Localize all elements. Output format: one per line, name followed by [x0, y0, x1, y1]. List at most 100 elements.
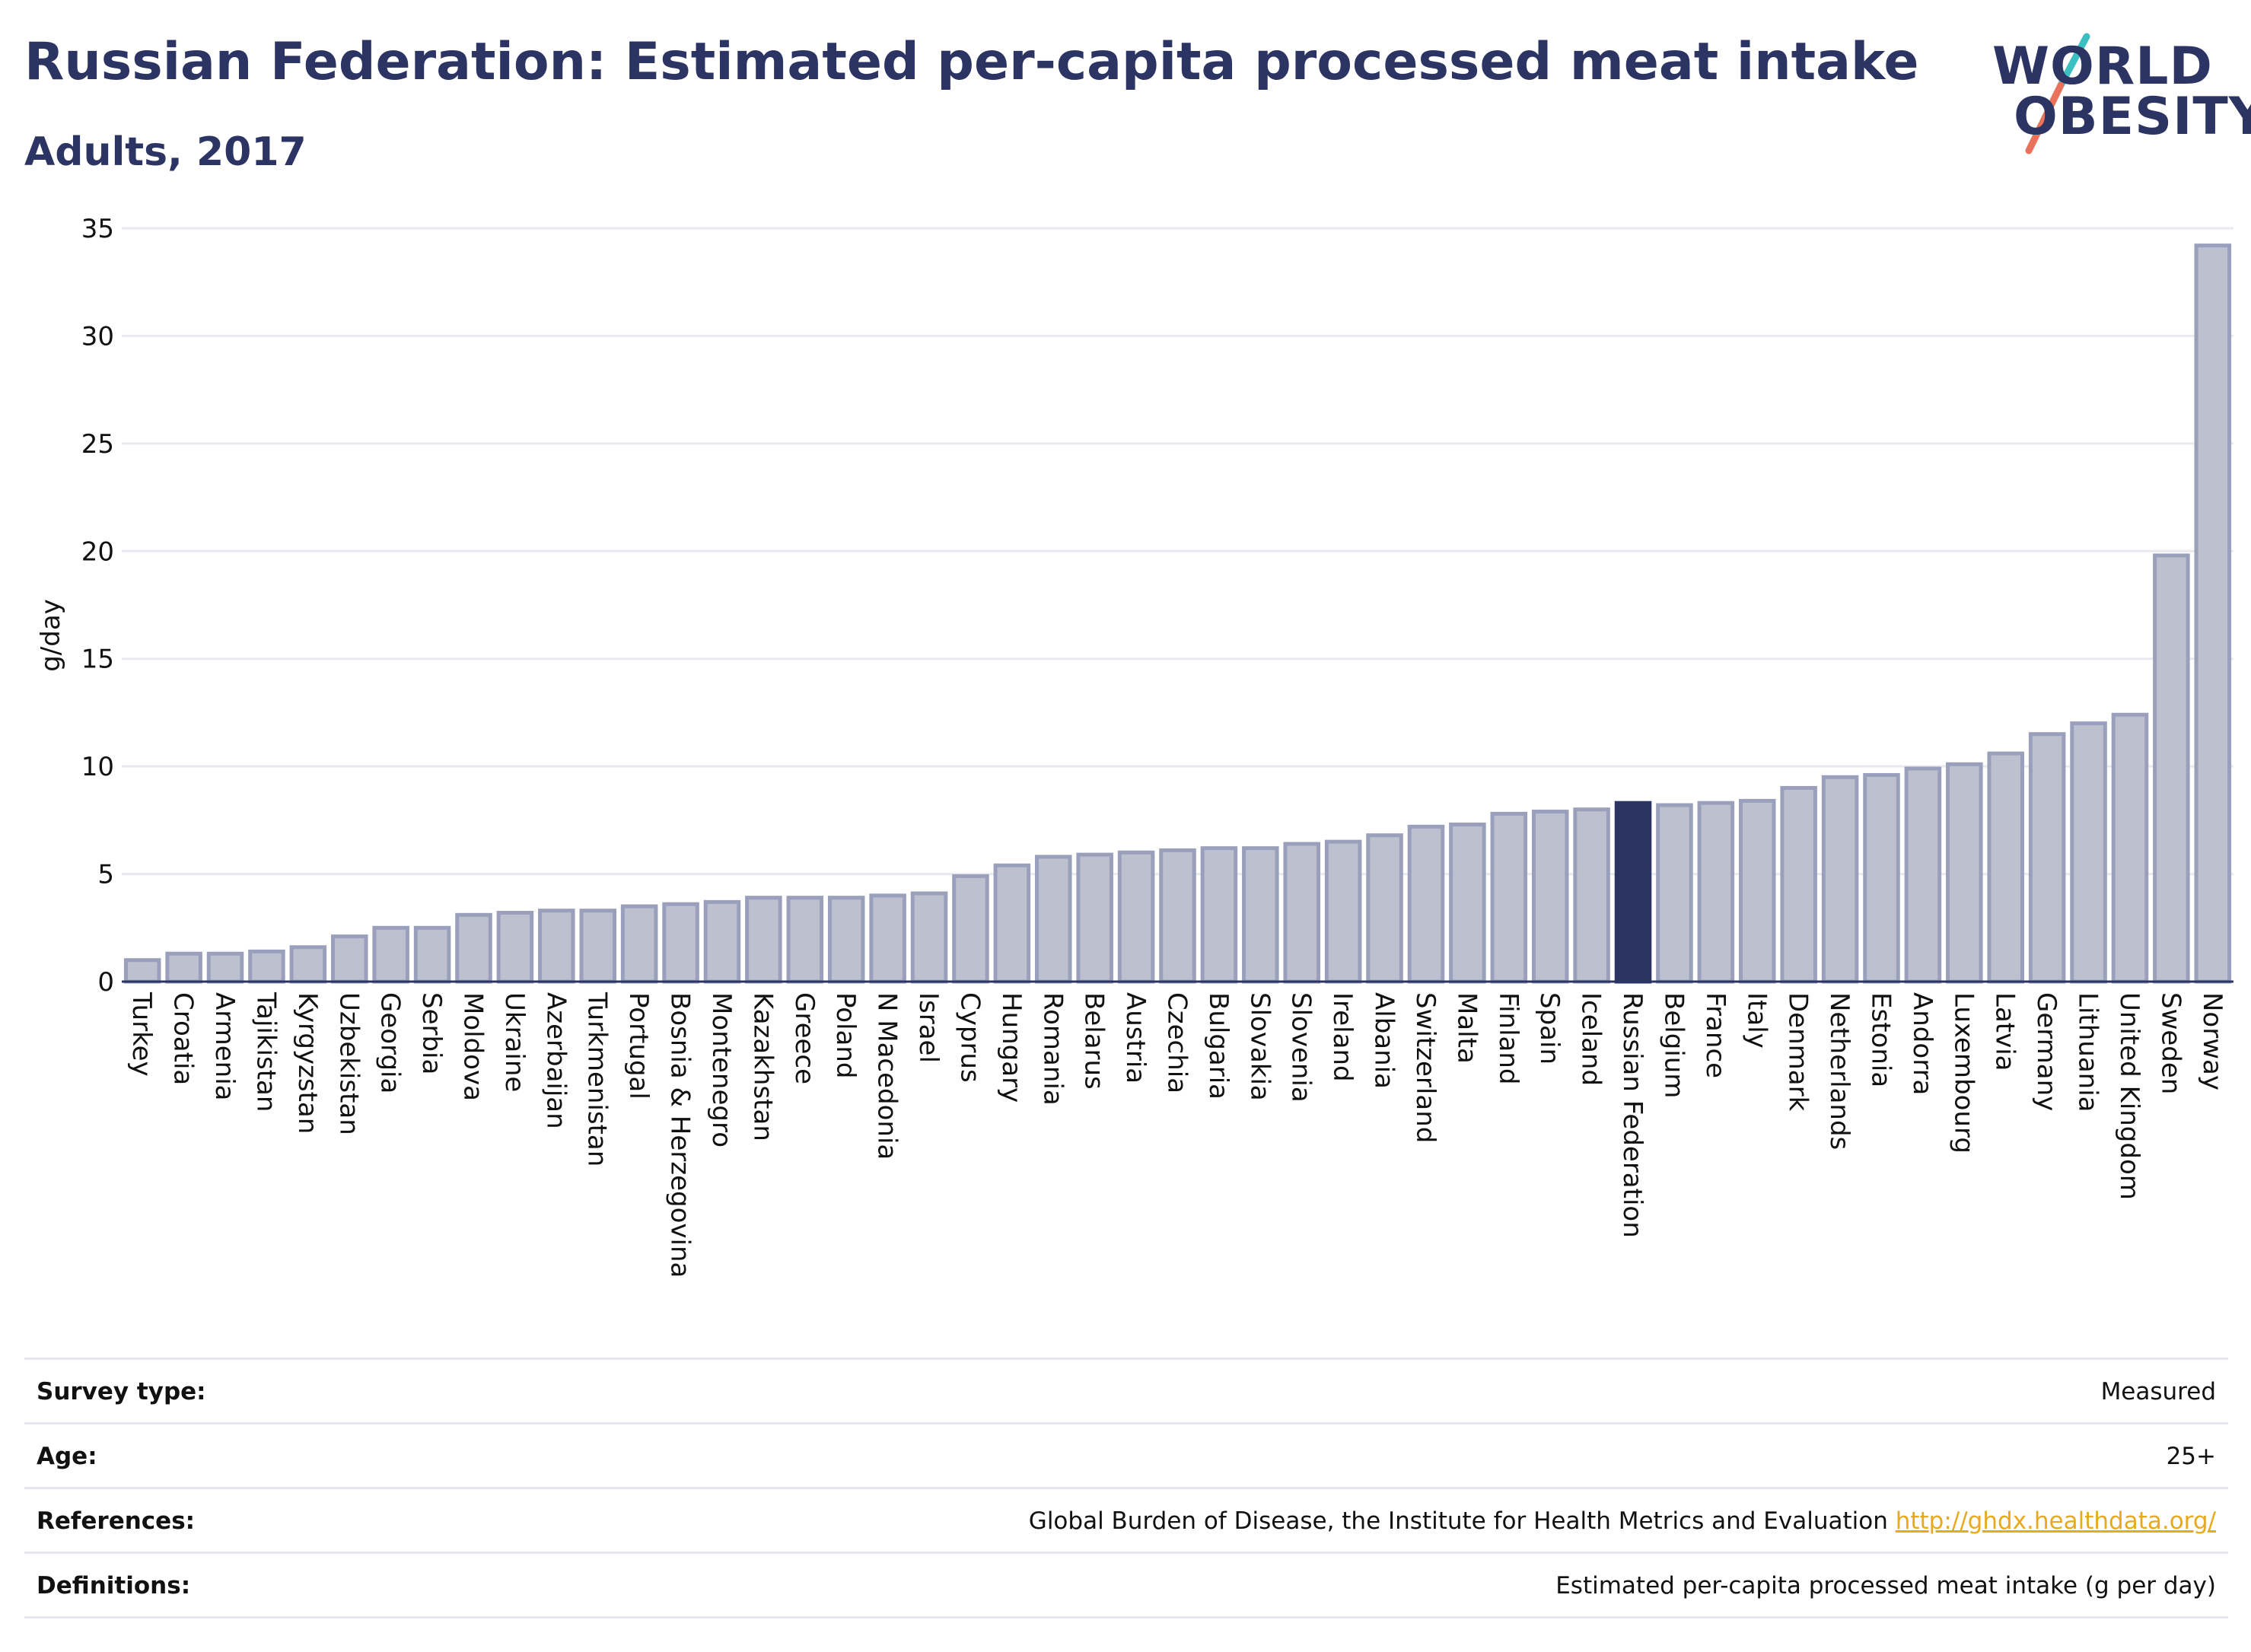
bar [2028, 732, 2066, 984]
x-tick-label: Bosnia & Herzegovina [665, 992, 696, 1278]
x-tick-label: Montenegro [706, 992, 737, 1147]
meta-label: Definitions: [37, 1572, 191, 1599]
x-tick-label: Luxembourg [1948, 992, 1979, 1154]
x-tick-label: Georgia [375, 992, 406, 1093]
x-tick-label: Ukraine [499, 992, 530, 1092]
x-tick-label: Austria [1120, 992, 1151, 1084]
bar [1283, 842, 1320, 984]
x-tick-label: Slovenia [1286, 992, 1317, 1103]
bars [123, 244, 2232, 984]
reference-text: Global Burden of Disease, the Institute … [1028, 1507, 1888, 1535]
x-tick-label: Hungary [996, 992, 1027, 1103]
x-tick-label: Norway [2197, 992, 2227, 1090]
meta-label: References: [37, 1507, 196, 1535]
bar [2194, 244, 2232, 984]
reference-link[interactable]: http://ghdx.healthdata.org/ [1895, 1507, 2216, 1535]
x-tick-label: Sweden [2155, 992, 2186, 1094]
bar [1159, 848, 1196, 984]
x-tick-label: Latvia [1990, 992, 2020, 1071]
x-tick-label: Cyprus [954, 992, 985, 1083]
bar [745, 896, 782, 984]
x-tick-label: Romania [1037, 992, 1068, 1106]
bar [1035, 855, 1072, 984]
bar [1490, 811, 1528, 984]
bar [703, 899, 741, 984]
bar [372, 925, 409, 984]
x-tick-label: France [1700, 992, 1730, 1078]
y-tick-label: 10 [81, 752, 114, 782]
x-tick-label: Azerbaijan [540, 992, 571, 1129]
logo-text-world: WORLD [1992, 37, 2213, 97]
meta-label: Survey type: [37, 1378, 206, 1405]
bar [1656, 803, 1693, 984]
bar [786, 896, 824, 984]
metadata-table: Survey type: Measured Age: 25+ Reference… [24, 1358, 2228, 1619]
y-tick-label: 15 [81, 645, 114, 675]
x-tick-label: Turkmenistan [582, 992, 613, 1167]
x-tick-label: Israel [913, 992, 944, 1063]
y-axis-ticks: 0 5 10 15 20 25 30 35 [81, 214, 114, 998]
bar [1117, 850, 1155, 984]
bar [496, 910, 534, 984]
x-tick-label: Malta [1451, 992, 1482, 1064]
x-tick-label: Armenia [209, 992, 240, 1101]
bar [1324, 839, 1362, 984]
y-tick-label: 5 [97, 860, 114, 890]
bar [827, 896, 865, 984]
meta-value: 25+ [2166, 1443, 2216, 1470]
bar [1407, 824, 1445, 984]
x-tick-label: Slovakia [1244, 992, 1275, 1101]
x-tick-label: Croatia [168, 992, 199, 1085]
bar [1076, 852, 1113, 984]
y-tick-label: 20 [81, 536, 114, 567]
bar [1697, 801, 1735, 984]
x-tick-label: Iceland [1576, 992, 1606, 1086]
bar [248, 949, 285, 984]
x-tick-label: Germany [2031, 992, 2062, 1111]
y-tick-label: 25 [81, 429, 114, 460]
x-tick-label: Andorra [1907, 992, 1937, 1095]
bar [579, 909, 616, 984]
x-tick-label: N Macedonia [872, 992, 903, 1160]
meta-row-age: Age: 25+ [24, 1422, 2228, 1487]
x-tick-label: Belgium [1658, 992, 1689, 1098]
bar [1366, 833, 1403, 984]
x-tick-label: Netherlands [1824, 992, 1855, 1150]
bar [2111, 712, 2149, 984]
meta-value: Measured [2100, 1378, 2216, 1405]
x-tick-label: Kazakhstan [747, 992, 778, 1141]
page-title: Russian Federation: Estimated per-capita… [24, 32, 1919, 92]
bar-highlighted [1614, 801, 1652, 984]
bar [1449, 823, 1486, 984]
x-tick-label: Greece [789, 992, 820, 1084]
bar [1242, 846, 1279, 984]
x-tick-label: Finland [1493, 992, 1523, 1085]
y-tick-label: 35 [81, 214, 114, 244]
bar [869, 893, 906, 984]
bar [289, 945, 327, 984]
bar [1946, 762, 1983, 984]
x-tick-label: Bulgaria [1203, 992, 1234, 1100]
bar [165, 951, 202, 984]
meta-value: Estimated per-capita processed meat inta… [1555, 1572, 2216, 1599]
logo-slash-icon [2025, 33, 2090, 154]
bar [1739, 798, 1776, 984]
meta-row-survey-type: Survey type: Measured [24, 1358, 2228, 1422]
bar [1904, 766, 1942, 984]
world-obesity-logo: WORLD OBESITY [1986, 30, 2251, 160]
bar [1863, 772, 1900, 984]
x-tick-label: Ireland [1327, 992, 1358, 1082]
x-tick-label: Belarus [1079, 992, 1110, 1090]
bar [662, 902, 699, 984]
bar [952, 874, 989, 984]
bar-chart: 0 5 10 15 20 25 30 35 g/day Turkey Croatia Armeni… [36, 214, 2233, 1278]
x-tick-label: Poland [830, 992, 861, 1079]
x-tick-label: Turkey [126, 992, 157, 1077]
x-tick-label: Switzerland [1410, 992, 1441, 1143]
x-tick-label: Estonia [1866, 992, 1896, 1087]
x-tick-label: Moldova [458, 992, 489, 1101]
x-tick-label: Tajikistan [250, 992, 281, 1112]
page-subtitle: Adults, 2017 [24, 129, 307, 175]
meta-value-references: Global Burden of Disease, the Institute … [1029, 1507, 2216, 1535]
x-tick-label: Russian Federation [1617, 992, 1648, 1238]
